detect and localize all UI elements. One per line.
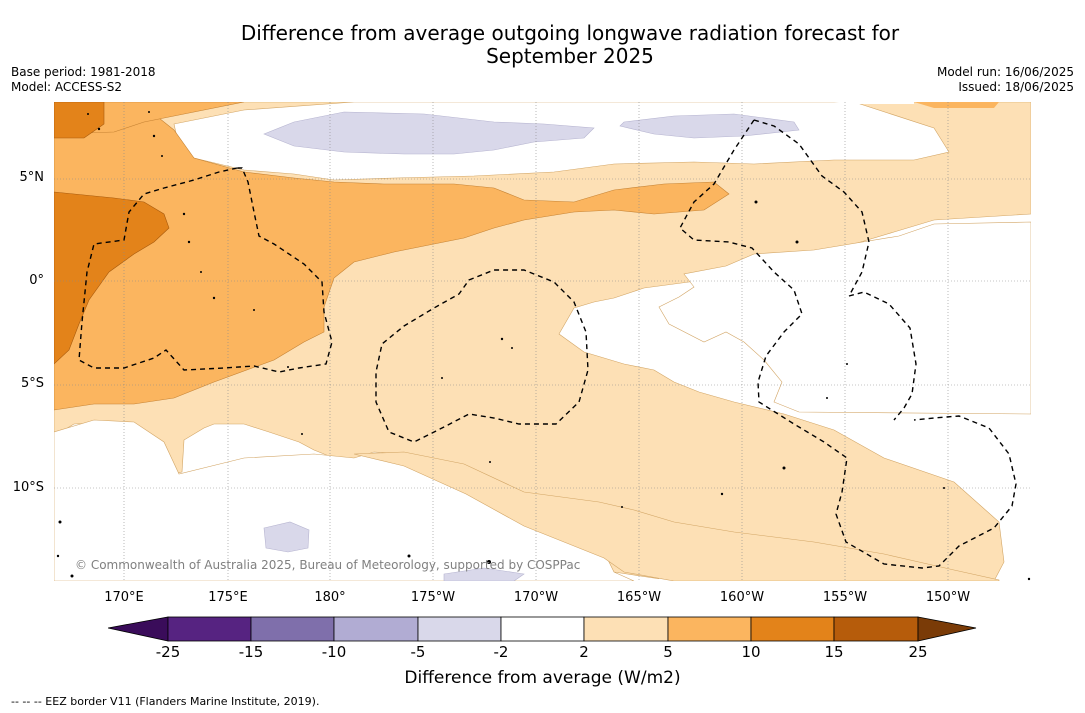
island-dot bbox=[200, 271, 202, 273]
island-dot bbox=[826, 397, 828, 399]
model-name: Model: ACCESS-S2 bbox=[11, 80, 123, 94]
anomaly-map bbox=[54, 102, 1031, 581]
copyright-notice: © Commonwealth of Australia 2025, Bureau… bbox=[75, 558, 581, 572]
colorbar-label-8: 10 bbox=[741, 643, 761, 661]
island-dot bbox=[58, 520, 62, 524]
island-dot bbox=[70, 574, 74, 578]
anomaly-region-medium-orange bbox=[54, 111, 730, 411]
colorbar-label-3: -10 bbox=[321, 643, 347, 661]
lon-label-170w: 170°W bbox=[513, 590, 559, 605]
island-dot bbox=[152, 134, 156, 138]
island-dot bbox=[489, 461, 491, 463]
colorbar-label-6: 2 bbox=[579, 643, 589, 661]
island-dot bbox=[301, 433, 303, 435]
map-title: Difference from average outgoing longwav… bbox=[200, 22, 940, 68]
island-dot bbox=[487, 560, 491, 564]
colorbar-segment-7 bbox=[667, 616, 752, 642]
colorbar-title: Difference from average (W/m2) bbox=[404, 668, 681, 688]
island-dot bbox=[212, 296, 216, 300]
island-dot bbox=[621, 506, 623, 508]
island-dot bbox=[253, 309, 255, 311]
eez-border-cook-north bbox=[848, 291, 917, 421]
anomaly-region-dark-orange-top bbox=[54, 102, 105, 139]
anomaly-region-dark-orange bbox=[54, 191, 170, 365]
lon-label-155w: 155°W bbox=[822, 590, 868, 605]
eez-border-line-islands bbox=[753, 119, 870, 297]
island-dot bbox=[161, 155, 163, 157]
colorbar-segment-4 bbox=[417, 616, 502, 642]
base-period: Base period: 1981-2018 bbox=[11, 65, 156, 79]
island-dot bbox=[782, 466, 786, 470]
colorbar-segment-9 bbox=[833, 616, 919, 642]
right-metadata: Model run: 16/06/2025 Issued: 18/06/2025 bbox=[937, 65, 1074, 95]
lon-label-175e: 175°E bbox=[208, 590, 248, 605]
eez-border-tuvalu-kiribati bbox=[78, 167, 333, 373]
island-outlines bbox=[56, 111, 1031, 581]
map-canvas bbox=[54, 102, 1031, 581]
colorbar-label-7: 5 bbox=[663, 643, 673, 661]
colorbar-segment-6 bbox=[583, 616, 669, 642]
colorbar-segment-1 bbox=[167, 616, 252, 642]
anomaly-region-lavender-4 bbox=[443, 567, 525, 581]
lon-label-175w: 175°W bbox=[410, 590, 456, 605]
issued-date: Issued: 18/06/2025 bbox=[958, 80, 1074, 94]
colorbar-segment-3 bbox=[333, 616, 419, 642]
island-dot bbox=[287, 366, 289, 368]
lon-label-170e: 170°E bbox=[104, 590, 144, 605]
anomaly-region-lavender-1 bbox=[263, 111, 595, 155]
lat-label-0: 0° bbox=[29, 273, 44, 288]
island-dot bbox=[187, 240, 191, 244]
lon-label-150w: 150°W bbox=[925, 590, 971, 605]
anomaly-region-white-top-right-strip bbox=[834, 102, 914, 104]
colorbar-segment-2 bbox=[250, 616, 335, 642]
island-dot bbox=[407, 554, 411, 558]
lon-label-165w: 165°W bbox=[616, 590, 662, 605]
colorbar-under-arrow bbox=[108, 616, 169, 642]
island-dot bbox=[754, 200, 758, 204]
colorbar-label-10: 25 bbox=[908, 643, 928, 661]
island-dot bbox=[97, 127, 101, 131]
lat-label-10s: 10°S bbox=[12, 480, 44, 495]
anomaly-region-light-orange-south bbox=[353, 451, 1000, 581]
anomaly-region-white-south bbox=[54, 419, 635, 581]
island-dot bbox=[1027, 577, 1031, 581]
model-run: Model run: 16/06/2025 bbox=[936, 65, 1074, 79]
colorbar-label-9: 15 bbox=[824, 643, 844, 661]
colorbar-segment-8 bbox=[750, 616, 835, 642]
anomaly-region-medium-orange-ne bbox=[914, 102, 999, 108]
island-dot bbox=[148, 111, 150, 113]
anomaly-region-lavender-3 bbox=[263, 521, 310, 553]
island-dot bbox=[511, 347, 513, 349]
island-dot bbox=[56, 554, 60, 558]
lat-label-5n: 5°N bbox=[19, 170, 45, 185]
eez-border-tokelau bbox=[375, 269, 589, 443]
lon-label-180: 180° bbox=[314, 590, 346, 605]
colorbar-label-1: -25 bbox=[155, 643, 181, 661]
colorbar-label-5: -2 bbox=[493, 643, 509, 661]
eez-border-phoenix bbox=[679, 119, 1017, 569]
island-dot bbox=[943, 487, 945, 489]
colorbar-label-2: -15 bbox=[238, 643, 264, 661]
gridlines bbox=[54, 102, 1031, 581]
eez-footnote: -- -- -- EEZ border V11 (Flanders Marine… bbox=[11, 695, 320, 708]
island-dot bbox=[182, 212, 186, 216]
island-dot bbox=[87, 113, 89, 115]
island-dot bbox=[441, 377, 443, 379]
island-dot bbox=[500, 337, 504, 341]
island-dot bbox=[720, 492, 724, 496]
colorbar bbox=[108, 616, 977, 642]
title-line-2: September 2025 bbox=[486, 44, 654, 68]
island-dot bbox=[795, 240, 799, 244]
colorbar-label-4: -5 bbox=[410, 643, 426, 661]
eez-borders bbox=[78, 119, 1017, 569]
island-dot bbox=[846, 363, 848, 365]
lat-label-5s: 5°S bbox=[20, 376, 44, 391]
colorbar-over-arrow bbox=[917, 616, 977, 642]
title-line-1: Difference from average outgoing longwav… bbox=[240, 21, 900, 45]
colorbar-segment-5 bbox=[500, 616, 585, 642]
lon-label-160w: 160°W bbox=[719, 590, 765, 605]
left-metadata: Base period: 1981-2018 Model: ACCESS-S2 bbox=[11, 65, 156, 95]
